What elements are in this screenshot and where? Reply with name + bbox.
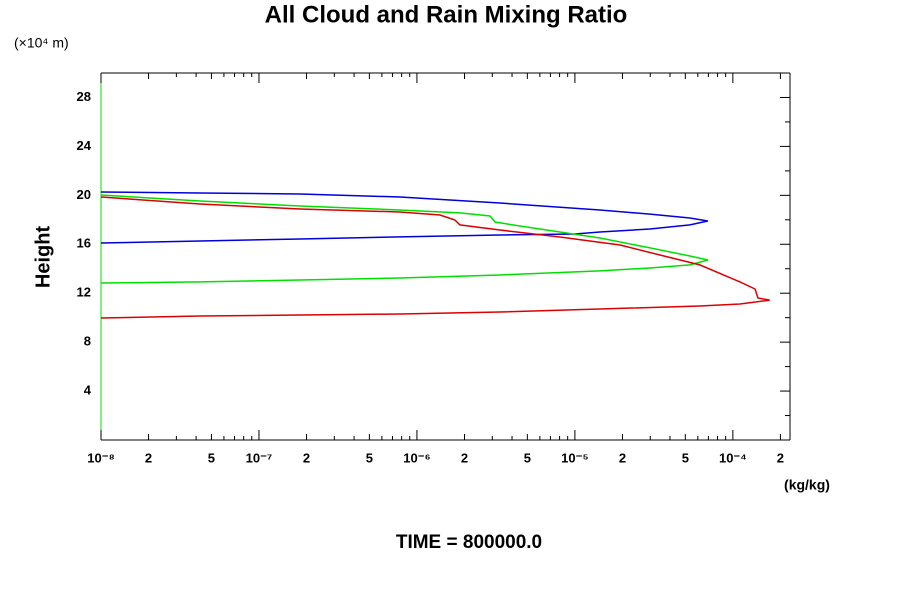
y-tick-label: 8 <box>84 334 91 349</box>
x-tick-label: 2 <box>145 450 152 465</box>
x-tick-label: 10⁻⁴ <box>719 450 747 465</box>
y-tick-label: 4 <box>84 383 92 398</box>
chart-title: All Cloud and Rain Mixing Ratio <box>265 1 628 28</box>
y-tick-label: 12 <box>77 285 91 300</box>
y-tick-label: 24 <box>77 138 92 153</box>
x-tick-label: 5 <box>208 450 215 465</box>
x-tick-label: 5 <box>682 450 689 465</box>
profile-line <box>100 196 770 319</box>
x-unit: (kg/kg) <box>784 477 830 493</box>
y-tick-label: 16 <box>77 236 91 251</box>
x-tick-label: 2 <box>619 450 626 465</box>
x-tick-label: 2 <box>303 450 310 465</box>
y-tick-label: 28 <box>77 89 91 104</box>
x-tick-label: 10⁻⁸ <box>87 450 114 465</box>
x-tick-label: 10⁻⁵ <box>561 450 588 465</box>
x-tick-label: 2 <box>461 450 468 465</box>
x-tick-label: 10⁻⁶ <box>403 450 430 465</box>
x-tick-label: 10⁻⁷ <box>246 450 273 465</box>
profile-line <box>100 191 709 244</box>
x-tick-label: 5 <box>366 450 373 465</box>
y-unit: (×10⁴ m) <box>14 35 69 51</box>
x-tick-label: 2 <box>777 450 784 465</box>
y-tick-label: 20 <box>77 187 91 202</box>
profile-line <box>100 194 709 284</box>
x-tick-label: 5 <box>524 450 531 465</box>
footer: TIME = 800000.0 <box>396 532 542 553</box>
y-axis-label: Height <box>32 226 54 289</box>
